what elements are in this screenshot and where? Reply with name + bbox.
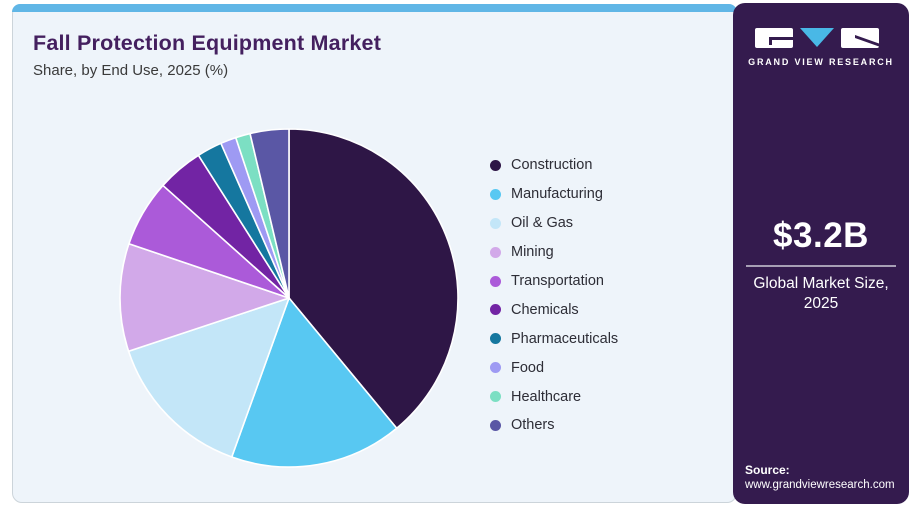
market-size-value: $3.2B — [773, 215, 869, 255]
market-size-stat: $3.2B Global Market Size, 2025 — [746, 216, 896, 314]
legend-swatch-pharmaceuticals — [490, 333, 501, 345]
legend-item-healthcare: Healthcare — [490, 382, 618, 411]
legend-swatch-chemicals — [490, 304, 501, 316]
stat-divider — [746, 264, 896, 267]
source-url: www.grandviewresearch.com — [745, 479, 895, 491]
pie-slice-mining — [119, 242, 290, 353]
legend-item-transportation: Transportation — [490, 267, 618, 296]
legend-item-oil-gas: Oil & Gas — [490, 209, 618, 238]
legend-label-construction: Construction — [511, 157, 593, 174]
legend-swatch-food — [490, 362, 501, 374]
legend-swatch-manufacturing — [490, 188, 501, 200]
legend-item-mining: Mining — [490, 238, 618, 267]
legend-item-manufacturing: Manufacturing — [490, 180, 618, 209]
legend-label-others: Others — [511, 417, 555, 434]
legend-item-pharmaceuticals: Pharmaceuticals — [490, 324, 618, 353]
gvr-logo-icon — [755, 28, 879, 48]
source-block: Source: www.grandviewresearch.com — [733, 463, 909, 504]
legend-swatch-transportation — [490, 275, 501, 287]
chart-title: Fall Protection Equipment Market — [33, 31, 382, 55]
legend-label-manufacturing: Manufacturing — [511, 186, 603, 203]
pie-slice-construction — [288, 128, 459, 430]
legend-label-chemicals: Chemicals — [511, 301, 579, 318]
legend-label-oil-gas: Oil & Gas — [511, 215, 574, 232]
source-label: Source: — [745, 463, 790, 477]
pie-slice-oil-gas — [127, 297, 290, 458]
pie-chart — [119, 128, 459, 468]
legend-label-food: Food — [511, 359, 545, 376]
legend-item-chemicals: Chemicals — [490, 295, 618, 324]
legend-label-healthcare: Healthcare — [511, 388, 582, 405]
legend-label-transportation: Transportation — [511, 273, 604, 289]
market-size-label: Global Market Size, 2025 — [746, 274, 896, 314]
legend-swatch-healthcare — [490, 391, 501, 403]
legend-item-others: Others — [490, 411, 618, 440]
market-size-label-line2: 2025 — [803, 295, 839, 312]
chart-subtitle: Share, by End Use, 2025 (%) — [33, 62, 229, 79]
gvr-logo: GRAND VIEW RESEARCH — [748, 28, 894, 67]
legend-swatch-oil-gas — [490, 217, 501, 229]
brand-sidebar: GRAND VIEW RESEARCH $3.2B Global Market … — [733, 3, 909, 504]
pie-slice-others — [249, 128, 290, 299]
card-header: Fall Protection Equipment Market Share, … — [33, 31, 381, 79]
legend-swatch-mining — [490, 246, 501, 258]
legend-swatch-construction — [490, 159, 501, 171]
legend-label-pharmaceuticals: Pharmaceuticals — [511, 330, 619, 347]
card-top-accent-bar — [12, 4, 737, 12]
legend-item-construction: Construction — [490, 151, 618, 180]
legend-swatch-others — [490, 419, 501, 431]
pie-slice-manufacturing — [230, 297, 398, 468]
market-size-label-line1: Global Market Size, — [753, 274, 889, 292]
legend-item-food: Food — [490, 353, 618, 382]
legend: Construction Manufacturing Oil & Gas Mining… — [490, 151, 618, 440]
chart-card: Fall Protection Equipment Market Share, … — [12, 4, 737, 503]
brand-name: GRAND VIEW RESEARCH — [748, 57, 894, 67]
legend-label-mining: Mining — [511, 244, 554, 261]
